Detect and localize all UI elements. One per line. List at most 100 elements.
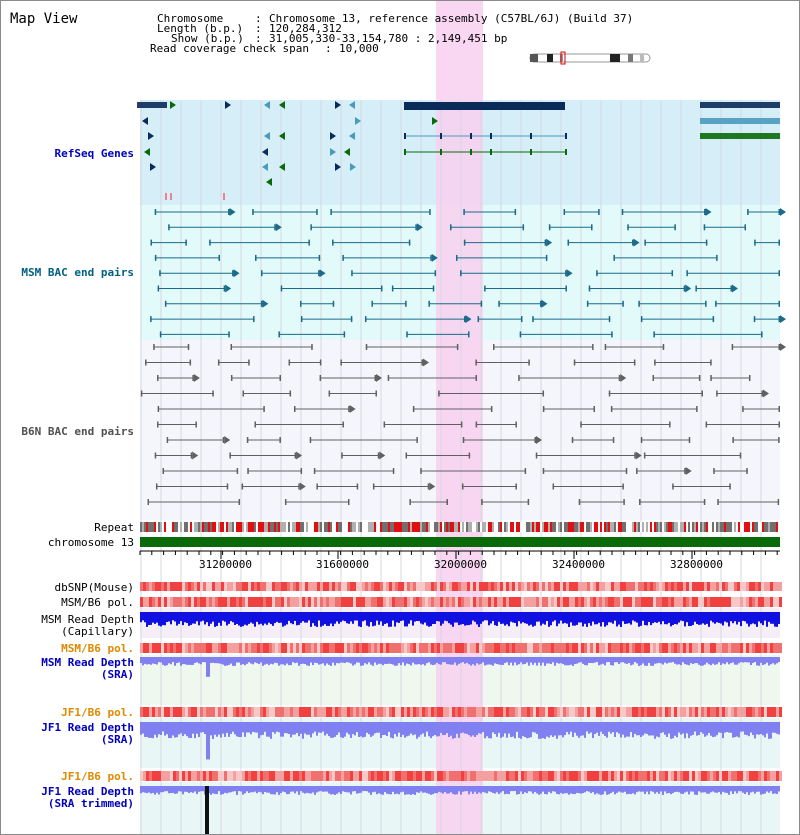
read-depth-bar (480, 722, 482, 734)
track-label-b6n-bac[interactable]: B6N BAC end pairs (21, 425, 134, 438)
bac-end-mark (432, 285, 435, 292)
read-depth-bar (310, 722, 312, 738)
repeat-segment (348, 522, 350, 532)
read-depth-bar (266, 786, 268, 793)
repeat-segment (380, 522, 382, 532)
read-depth-bar (744, 722, 746, 735)
read-depth-bar (450, 722, 452, 736)
read-depth-bar (362, 612, 364, 622)
read-depth-bar (274, 786, 276, 795)
bac-end-mark (347, 499, 350, 505)
polymorphism-heat-segment (683, 707, 686, 717)
polymorphism-heat-segment (629, 582, 632, 591)
read-depth-bar (338, 786, 340, 793)
read-depth-bar (340, 786, 342, 795)
polymorphism-heat-segment (491, 643, 494, 653)
bac-end-mark (342, 421, 344, 428)
polymorphism-heat-segment (602, 582, 605, 591)
polymorphism-heat-segment (533, 707, 536, 717)
track-label-refseq[interactable]: RefSeq Genes (54, 147, 134, 160)
polymorphism-heat-segment (218, 597, 221, 607)
polymorphism-heat-segment (269, 771, 272, 781)
track-label-jf1-pol: JF1/B6 pol. (61, 706, 134, 719)
bac-end-mark (748, 375, 751, 381)
read-depth-bar (228, 786, 230, 793)
read-depth-bar (684, 612, 686, 627)
read-depth-bar (400, 786, 402, 793)
repeat-segment (614, 522, 616, 532)
polymorphism-heat-segment (566, 597, 569, 607)
polymorphism-heat-segment (269, 707, 272, 717)
read-depth-bar (642, 612, 644, 621)
bac-end-mark (492, 344, 495, 350)
polymorphism-heat-segment (476, 771, 479, 781)
read-depth-bar (142, 786, 144, 793)
read-depth-bar (258, 657, 260, 665)
read-depth-bar (262, 786, 264, 795)
bac-end-mark (632, 239, 634, 246)
read-depth-bar (482, 722, 484, 732)
read-depth-bar (574, 612, 576, 626)
polymorphism-heat-segment (587, 597, 590, 607)
read-depth-bar (176, 657, 178, 664)
repeat-segment (450, 522, 452, 532)
refseq-gene-exon (490, 133, 492, 139)
read-depth-bar (270, 786, 272, 795)
polymorphism-heat-segment (503, 707, 506, 717)
read-depth-bar (770, 786, 772, 792)
read-depth-bar (632, 612, 634, 621)
bac-end-mark (563, 209, 566, 215)
polymorphism-heat-segment (275, 582, 278, 591)
polymorphism-heat-segment (302, 707, 305, 717)
polymorphism-heat-segment (560, 582, 563, 591)
polymorphism-heat-segment (485, 597, 488, 607)
bac-end-mark (695, 285, 697, 292)
polymorphism-heat-segment (593, 582, 596, 591)
polymorphism-heat-segment (314, 597, 317, 607)
read-depth-bar (716, 657, 718, 665)
read-depth-bar (692, 657, 694, 665)
polymorphism-heat-segment (710, 597, 713, 607)
polymorphism-heat-segment (167, 643, 170, 653)
read-depth-bar (416, 612, 418, 621)
polymorphism-heat-segment (557, 597, 560, 607)
read-depth-bar (246, 657, 248, 664)
polymorphism-heat-segment (401, 643, 404, 653)
read-depth-bar (332, 722, 334, 738)
read-depth-bar (252, 612, 254, 624)
polymorphism-heat-segment (398, 597, 401, 607)
bac-end-mark (744, 224, 746, 231)
read-depth-bar (632, 722, 634, 738)
read-depth-bar (338, 722, 340, 733)
read-depth-bar (702, 657, 704, 666)
read-depth-bar (600, 612, 602, 627)
read-depth-bar (436, 786, 438, 794)
read-depth-bar (354, 722, 356, 736)
bac-end-mark (332, 300, 335, 307)
polymorphism-heat-segment (461, 707, 464, 717)
polymorphism-heat-segment (347, 707, 350, 717)
polymorphism-heat-segment (467, 643, 470, 653)
read-depth-bar (520, 786, 522, 792)
read-depth-bar (748, 722, 750, 737)
polymorphism-heat-segment (308, 582, 311, 591)
read-depth-bar (482, 786, 484, 792)
track-label-msm-bac[interactable]: MSM BAC end pairs (21, 266, 134, 279)
read-depth-bar (744, 657, 746, 663)
polymorphism-heat-segment (632, 771, 635, 781)
polymorphism-heat-segment (197, 771, 200, 781)
polymorphism-heat-segment (737, 582, 740, 591)
read-depth-bar (276, 657, 278, 664)
bac-end-mark (640, 437, 643, 443)
read-depth-bar (224, 786, 226, 793)
repeat-segment (726, 522, 728, 532)
bac-end-mark (731, 344, 734, 350)
read-depth-bar (578, 786, 580, 794)
polymorphism-heat-segment (521, 597, 524, 607)
read-depth-bar (248, 786, 250, 793)
repeat-segment (616, 522, 618, 532)
polymorphism-heat-segment (626, 597, 629, 607)
read-depth-bar (202, 612, 204, 621)
read-depth-bar (586, 612, 588, 627)
bac-end-mark (185, 239, 187, 246)
